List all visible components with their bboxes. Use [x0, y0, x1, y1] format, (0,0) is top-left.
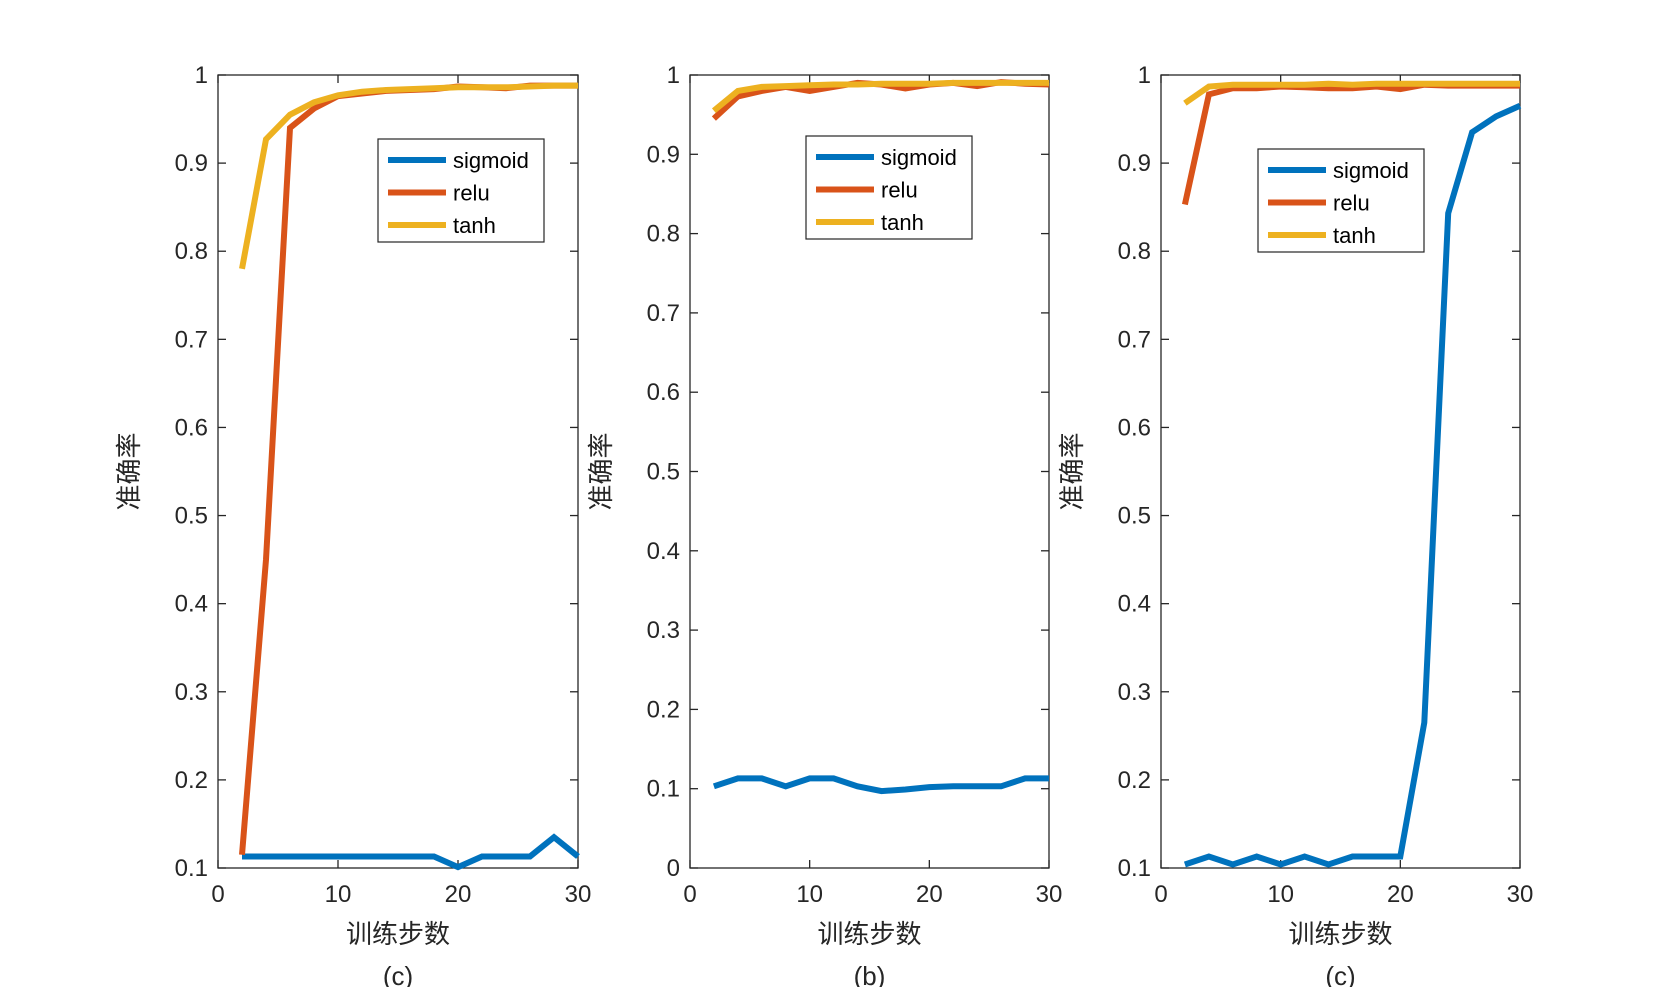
x-axis-label: 训练步数 [1288, 920, 1392, 950]
y-tick-label: 1 [1138, 62, 1151, 89]
x-tick-label: 30 [1036, 881, 1063, 908]
series-line-tanh [1183, 80, 1520, 106]
legend-label-tanh: tanh [453, 213, 496, 238]
y-tick-label: 1 [195, 62, 208, 89]
y-axis-label: 准确率 [1058, 432, 1088, 510]
y-tick-label: 0.5 [175, 503, 208, 530]
y-tick-label: 0.7 [647, 300, 680, 327]
y-tick-label: 0.1 [175, 855, 208, 882]
x-axis-label: 训练步数 [346, 920, 450, 950]
chart-panel-2: 0 10 20 30 0 0.1 0.2 0.3 0.4 0.5 0.6 0.7 0.8 0.9 1 训练步数… [587, 62, 1062, 987]
y-tick-label: 0.6 [1118, 414, 1151, 441]
y-tick-label: 0.3 [647, 617, 680, 644]
series-line-tanh [711, 79, 1049, 114]
legend-label-relu: relu [453, 181, 490, 206]
panel-label: (c) [1325, 961, 1355, 987]
y-tick-label: 0.9 [647, 141, 680, 168]
x-axis-label: 训练步数 [817, 920, 921, 950]
x-tick-label: 10 [1267, 881, 1294, 908]
series-line-sigmoid [242, 833, 580, 871]
legend-label-tanh: tanh [1333, 223, 1376, 248]
y-tick-label: 1 [667, 62, 680, 89]
x-tick-label: 20 [445, 881, 472, 908]
y-tick-label: 0.3 [1118, 679, 1151, 706]
series-line-sigmoid [1183, 103, 1522, 868]
y-tick-label: 0.2 [1118, 767, 1151, 794]
legend-label-tanh: tanh [881, 210, 924, 235]
series-line-sigmoid [712, 775, 1049, 795]
legend-label-relu: relu [881, 178, 918, 203]
y-tick-label: 0.4 [647, 538, 680, 565]
x-tick-label: 0 [683, 881, 696, 908]
x-tick-label: 0 [211, 881, 224, 908]
x-tick-label: 30 [1507, 881, 1534, 908]
y-tick-label: 0.6 [647, 379, 680, 406]
series-line-tanh [239, 82, 578, 270]
x-tick-label: 10 [796, 881, 823, 908]
y-tick-label: 0.2 [175, 767, 208, 794]
x-tick-label: 20 [1387, 881, 1414, 908]
x-tick-label: 30 [565, 881, 592, 908]
y-axis-label: 准确率 [115, 432, 145, 510]
panel-label: (c) [383, 961, 413, 987]
x-tick-label: 0 [1154, 881, 1167, 908]
y-tick-label: 0.7 [1118, 326, 1151, 353]
y-tick-label: 0.6 [175, 414, 208, 441]
y-tick-label: 0.4 [175, 591, 208, 618]
y-tick-label: 0.1 [1118, 855, 1151, 882]
y-tick-label: 0.1 [647, 776, 680, 803]
y-tick-label: 0.8 [647, 221, 680, 248]
legend-label-sigmoid: sigmoid [1333, 158, 1409, 183]
chart-panel-1: 0 10 20 30 0.1 0.2 0.3 0.4 0.5 0.6 0.7 0.8 0.9 1 训练步数 准… [115, 62, 591, 987]
x-tick-label: 10 [325, 881, 352, 908]
legend: sigmoid relu tanh [377, 138, 545, 243]
y-tick-label: 0.2 [647, 696, 680, 723]
y-axis-label: 准确率 [587, 432, 617, 510]
y-tick-label: 0.3 [175, 679, 208, 706]
y-tick-label: 0.5 [647, 459, 680, 486]
legend-label-relu: relu [1333, 191, 1370, 216]
y-tick-label: 0.4 [1118, 591, 1151, 618]
legend: sigmoid relu tanh [1257, 148, 1425, 253]
legend: sigmoid relu tanh [805, 135, 973, 240]
legend-label-sigmoid: sigmoid [453, 148, 529, 173]
y-tick-label: 0.5 [1118, 503, 1151, 530]
y-tick-label: 0.9 [175, 150, 208, 177]
y-tick-label: 0.8 [175, 238, 208, 265]
legend-label-sigmoid: sigmoid [881, 145, 957, 170]
chart-panel-3: 0 10 20 30 0.1 0.2 0.3 0.4 0.5 0.6 0.7 0.8 0.9 1 训练步数 准… [1058, 62, 1533, 987]
x-tick-label: 20 [916, 881, 943, 908]
y-tick-label: 0.8 [1118, 238, 1151, 265]
y-tick-label: 0 [667, 855, 680, 882]
panel-label: (b) [854, 961, 886, 987]
y-tick-label: 0.7 [175, 326, 208, 353]
y-tick-label: 0.9 [1118, 150, 1151, 177]
